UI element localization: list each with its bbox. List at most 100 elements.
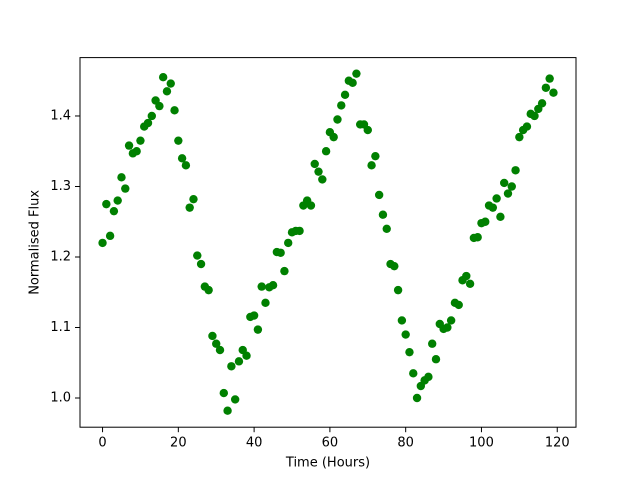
data-point [181, 161, 191, 170]
y-tick-label: 1.2 [50, 249, 71, 264]
data-point [541, 83, 551, 92]
data-point [196, 259, 206, 269]
data-point [363, 125, 372, 135]
data-point [306, 201, 316, 210]
data-point [340, 90, 350, 100]
data-point [257, 282, 266, 291]
data-point [424, 372, 433, 382]
data-point [261, 298, 270, 308]
data-point [318, 175, 327, 184]
data-point [121, 184, 130, 193]
data-point [337, 101, 346, 110]
data-point [170, 106, 179, 115]
data-point [253, 325, 263, 334]
data-point [212, 339, 221, 348]
x-tick-label: 80 [397, 436, 414, 451]
data-point [446, 316, 456, 325]
x-tick-label: 20 [170, 436, 187, 451]
data-point [401, 330, 410, 339]
data-point [397, 316, 407, 325]
data-point [155, 101, 164, 111]
data-point [530, 111, 539, 121]
data-point [454, 300, 463, 310]
data-point [124, 141, 134, 150]
data-point [428, 339, 437, 348]
y-tick-label: 1.1 [50, 320, 71, 335]
x-tick-label: 100 [469, 436, 494, 451]
data-point [219, 388, 228, 398]
data-point [367, 161, 376, 170]
data-point [374, 190, 384, 200]
data-point [230, 395, 240, 404]
data-point [143, 118, 153, 128]
data-point [117, 173, 126, 182]
x-tick-label: 40 [246, 436, 263, 451]
data-point [136, 136, 145, 145]
data-point [545, 74, 554, 83]
data-point [507, 182, 516, 191]
y-tick-label: 1.3 [50, 179, 71, 194]
data-point [215, 345, 225, 355]
data-point [102, 199, 111, 209]
data-point [177, 154, 187, 163]
data-point [462, 271, 471, 281]
data-point [276, 248, 285, 257]
y-tick-label: 1.4 [50, 108, 71, 123]
data-point [268, 280, 278, 290]
data-point [249, 311, 259, 320]
data-point [522, 122, 532, 131]
data-point [481, 217, 490, 226]
data-point [242, 351, 251, 360]
data-point [431, 355, 441, 364]
data-point [465, 279, 475, 288]
data-point [310, 159, 319, 169]
data-point [98, 238, 107, 248]
data-point [204, 285, 213, 295]
data-point [321, 147, 331, 156]
x-tick-label: 120 [545, 436, 570, 451]
data-point [166, 79, 175, 88]
data-point [147, 111, 157, 121]
data-point [488, 203, 498, 212]
y-tick-label: 1.0 [50, 391, 71, 406]
data-point [503, 189, 513, 198]
data-point [549, 88, 558, 97]
data-point [105, 231, 115, 241]
data-point [371, 151, 380, 161]
data-point [378, 210, 388, 219]
data-point [499, 178, 509, 188]
plot-frame [79, 57, 577, 428]
data-point [223, 406, 232, 415]
data-point [284, 238, 293, 248]
data-point [348, 78, 357, 88]
data-point [511, 166, 520, 175]
data-point [393, 285, 403, 295]
data-point [185, 203, 194, 212]
data-point [234, 357, 244, 366]
data-point [158, 73, 168, 82]
data-point [515, 132, 524, 142]
data-point [280, 266, 289, 276]
data-point [537, 99, 547, 108]
data-point [382, 224, 391, 233]
data-point [174, 136, 183, 145]
data-point [109, 206, 119, 216]
data-point [193, 251, 202, 260]
data-point [329, 132, 338, 142]
y-axis-label: Normalised Flux [28, 190, 43, 295]
data-point [314, 167, 323, 176]
x-tick-label: 60 [322, 436, 339, 451]
data-point [473, 233, 482, 242]
data-point [412, 393, 422, 403]
data-point [496, 212, 505, 222]
data-point [409, 369, 418, 378]
data-point [352, 69, 361, 78]
x-tick-label: 0 [98, 436, 106, 451]
data-point [390, 261, 399, 271]
data-point [333, 115, 342, 124]
data-point [405, 347, 414, 357]
data-point [162, 87, 172, 96]
data-point [208, 331, 217, 341]
data-point [113, 196, 122, 205]
